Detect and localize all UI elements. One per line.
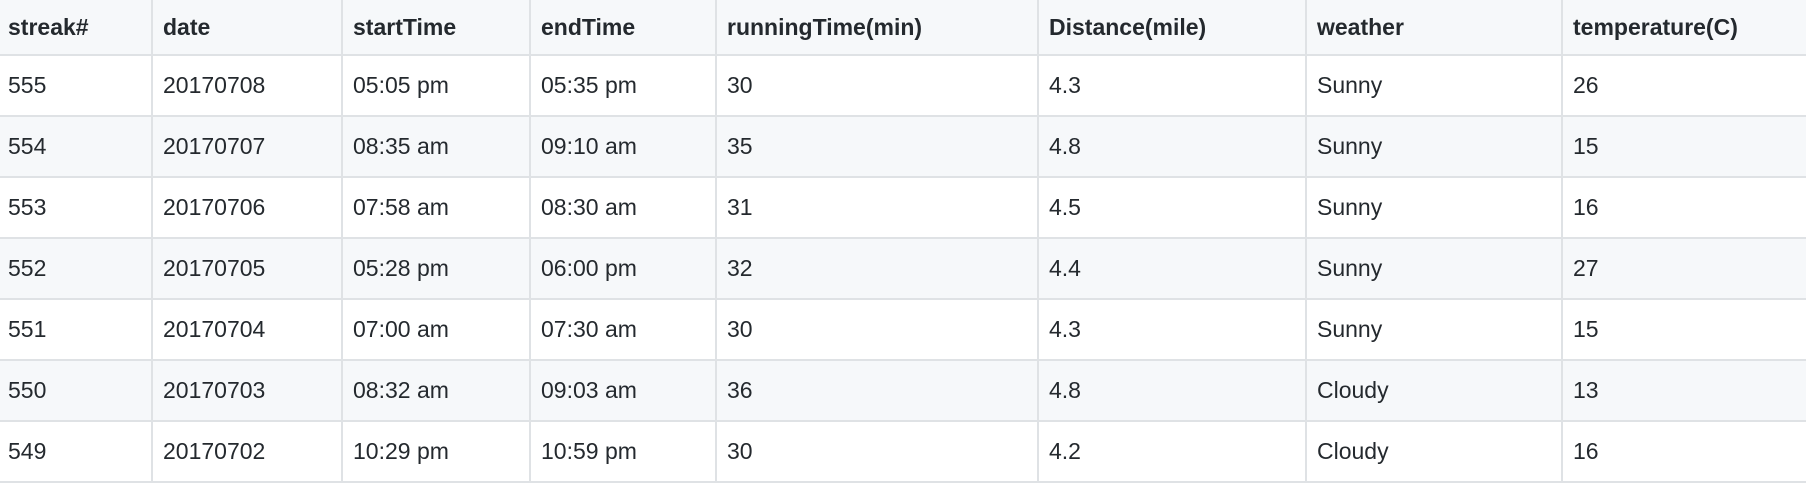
- cell-date: 20170706: [151, 176, 343, 239]
- cell-start-time: 07:00 am: [341, 298, 531, 361]
- table-row: 555 20170708 05:05 pm 05:35 pm 30 4.3 Su…: [0, 54, 1806, 117]
- cell-end-time: 07:30 am: [529, 298, 717, 361]
- cell-streak: 553: [0, 176, 153, 239]
- cell-weather: Sunny: [1305, 298, 1563, 361]
- cell-streak: 551: [0, 298, 153, 361]
- table-row: 552 20170705 05:28 pm 06:00 pm 32 4.4 Su…: [0, 237, 1806, 300]
- cell-running-time: 30: [715, 54, 1039, 117]
- cell-running-time: 31: [715, 176, 1039, 239]
- cell-temperature: 16: [1561, 420, 1806, 483]
- cell-date: 20170705: [151, 237, 343, 300]
- cell-running-time: 30: [715, 298, 1039, 361]
- table-body: 555 20170708 05:05 pm 05:35 pm 30 4.3 Su…: [0, 54, 1806, 483]
- cell-date: 20170708: [151, 54, 343, 117]
- column-header-temperature: temperature(C): [1561, 0, 1806, 56]
- cell-start-time: 08:32 am: [341, 359, 531, 422]
- cell-temperature: 15: [1561, 115, 1806, 178]
- header-row: streak# date startTime endTime runningTi…: [0, 0, 1806, 56]
- cell-distance: 4.8: [1037, 359, 1307, 422]
- cell-end-time: 09:03 am: [529, 359, 717, 422]
- cell-date: 20170703: [151, 359, 343, 422]
- cell-distance: 4.5: [1037, 176, 1307, 239]
- cell-distance: 4.3: [1037, 298, 1307, 361]
- table-header: streak# date startTime endTime runningTi…: [0, 0, 1806, 56]
- cell-date: 20170704: [151, 298, 343, 361]
- cell-date: 20170702: [151, 420, 343, 483]
- cell-streak: 555: [0, 54, 153, 117]
- cell-date: 20170707: [151, 115, 343, 178]
- cell-running-time: 36: [715, 359, 1039, 422]
- cell-start-time: 05:28 pm: [341, 237, 531, 300]
- column-header-running-time: runningTime(min): [715, 0, 1039, 56]
- table-row: 554 20170707 08:35 am 09:10 am 35 4.8 Su…: [0, 115, 1806, 178]
- cell-streak: 550: [0, 359, 153, 422]
- cell-end-time: 10:59 pm: [529, 420, 717, 483]
- cell-temperature: 26: [1561, 54, 1806, 117]
- cell-start-time: 05:05 pm: [341, 54, 531, 117]
- cell-temperature: 16: [1561, 176, 1806, 239]
- column-header-streak: streak#: [0, 0, 153, 56]
- table-row: 549 20170702 10:29 pm 10:59 pm 30 4.2 Cl…: [0, 420, 1806, 483]
- cell-start-time: 08:35 am: [341, 115, 531, 178]
- column-header-start-time: startTime: [341, 0, 531, 56]
- cell-end-time: 06:00 pm: [529, 237, 717, 300]
- cell-start-time: 10:29 pm: [341, 420, 531, 483]
- cell-distance: 4.4: [1037, 237, 1307, 300]
- cell-running-time: 35: [715, 115, 1039, 178]
- cell-distance: 4.8: [1037, 115, 1307, 178]
- cell-distance: 4.3: [1037, 54, 1307, 117]
- cell-weather: Sunny: [1305, 176, 1563, 239]
- cell-streak: 554: [0, 115, 153, 178]
- cell-weather: Sunny: [1305, 54, 1563, 117]
- cell-temperature: 13: [1561, 359, 1806, 422]
- cell-weather: Sunny: [1305, 115, 1563, 178]
- cell-weather: Cloudy: [1305, 420, 1563, 483]
- cell-end-time: 08:30 am: [529, 176, 717, 239]
- cell-running-time: 30: [715, 420, 1039, 483]
- cell-end-time: 09:10 am: [529, 115, 717, 178]
- table-row: 550 20170703 08:32 am 09:03 am 36 4.8 Cl…: [0, 359, 1806, 422]
- table-row: 553 20170706 07:58 am 08:30 am 31 4.5 Su…: [0, 176, 1806, 239]
- cell-streak: 549: [0, 420, 153, 483]
- table-row: 551 20170704 07:00 am 07:30 am 30 4.3 Su…: [0, 298, 1806, 361]
- cell-weather: Cloudy: [1305, 359, 1563, 422]
- cell-weather: Sunny: [1305, 237, 1563, 300]
- cell-distance: 4.2: [1037, 420, 1307, 483]
- cell-end-time: 05:35 pm: [529, 54, 717, 117]
- cell-start-time: 07:58 am: [341, 176, 531, 239]
- cell-temperature: 27: [1561, 237, 1806, 300]
- cell-temperature: 15: [1561, 298, 1806, 361]
- column-header-distance: Distance(mile): [1037, 0, 1307, 56]
- column-header-end-time: endTime: [529, 0, 717, 56]
- cell-running-time: 32: [715, 237, 1039, 300]
- cell-streak: 552: [0, 237, 153, 300]
- column-header-date: date: [151, 0, 343, 56]
- column-header-weather: weather: [1305, 0, 1563, 56]
